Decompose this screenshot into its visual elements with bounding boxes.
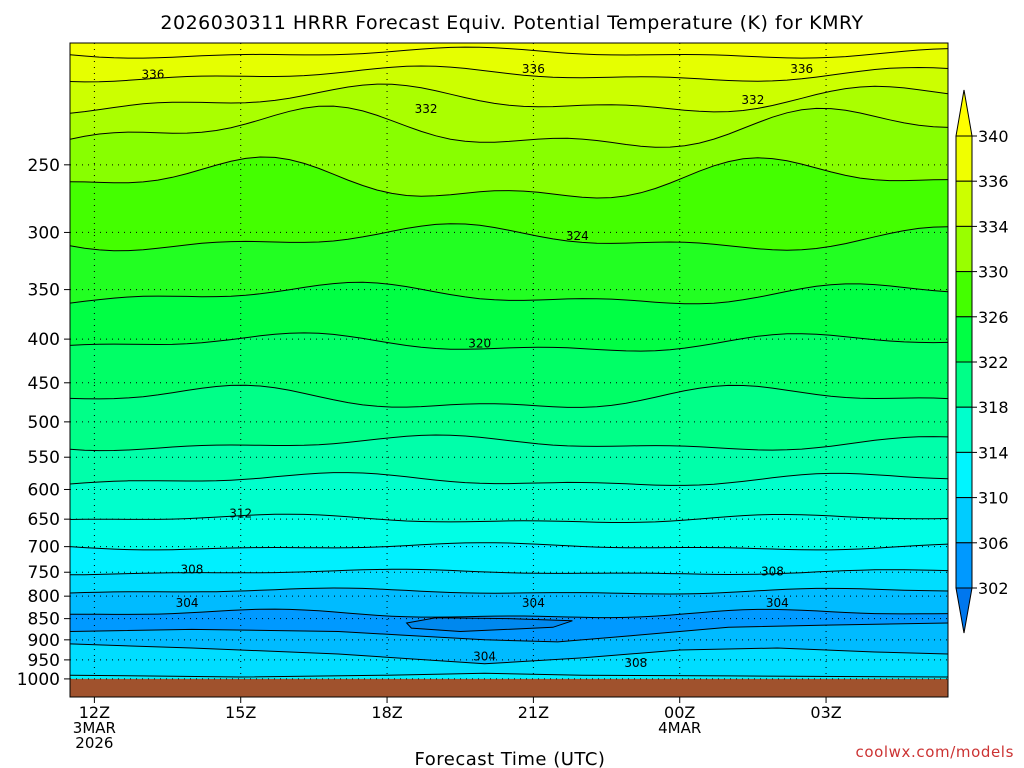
contour-label: 336 [790, 62, 813, 76]
contour-label: 320 [468, 337, 491, 351]
contour-blob-302 [405, 617, 573, 633]
contour-label: 304 [766, 596, 789, 610]
colorbar-label: 340 [978, 127, 1009, 146]
colorbar-segment [955, 406, 973, 453]
x-tick-label: 12Z [79, 703, 110, 722]
contour-labels: 336 336 336 332 332 324 320 312 308 308 304 304 304 3… [141, 62, 813, 670]
colorbar-label: 322 [978, 353, 1009, 372]
contour-label: 324 [566, 229, 589, 243]
colorbar-segment [955, 180, 973, 227]
contour-316 [70, 434, 948, 452]
contour-label: 336 [522, 62, 545, 76]
y-tick-label: 850 [28, 610, 60, 630]
contour-label: 308 [761, 565, 784, 579]
contour-label: 304 [522, 596, 545, 610]
y-tick-label: 1000 [17, 670, 60, 690]
colorbar-label: 314 [978, 443, 1009, 462]
x-tick-label: 3MAR [73, 719, 116, 737]
colorbar-label: 326 [978, 308, 1009, 327]
plot-area [70, 43, 948, 697]
contour-label: 332 [741, 93, 764, 107]
colorbar-segment [955, 316, 973, 363]
x-tick-label: 21Z [518, 703, 549, 722]
colorbar-label: 318 [978, 398, 1009, 417]
contour-label: 332 [415, 102, 438, 116]
colorbar-label: 306 [978, 534, 1009, 553]
colorbar-label: 334 [978, 217, 1009, 236]
chart-title: 2026030311 HRRR Forecast Equiv. Potentia… [160, 12, 863, 34]
contour-318 [70, 384, 948, 408]
contour-308 [70, 568, 948, 576]
contour-lines [70, 46, 948, 678]
x-tick-label: 00Z [664, 703, 695, 722]
y-tick-label: 250 [28, 156, 60, 176]
contour-label: 308 [180, 563, 203, 577]
y-tick-label: 550 [28, 448, 60, 468]
x-tick-label: 03Z [810, 703, 841, 722]
contour-lower-306 [70, 622, 948, 643]
colorbar-segment [955, 497, 973, 544]
x-tick-label: 4MAR [658, 719, 701, 737]
x-tick-label: 18Z [371, 703, 402, 722]
colorbar-label: 330 [978, 263, 1009, 282]
colorbar-segment [955, 542, 973, 589]
contour-334 [70, 83, 948, 114]
contour-306 [70, 587, 948, 595]
contour-328 [70, 156, 948, 199]
contour-332 [70, 105, 948, 148]
contour-label: 304 [176, 596, 199, 610]
y-tick-label: 400 [28, 330, 60, 350]
contour-label: 308 [624, 656, 647, 670]
colorbar-segment [955, 361, 973, 408]
watermark: coolwx.com/models [856, 743, 1015, 761]
contour-310 [70, 542, 948, 551]
colorbar-segment [955, 225, 973, 273]
contour-324 [70, 223, 948, 252]
x-tick-label: 15Z [225, 703, 256, 722]
y-tick-label: 650 [28, 510, 60, 530]
colorbar-label: 336 [978, 172, 1009, 191]
y-tick-label: 900 [28, 631, 60, 651]
axes: 2503003504004505005506006507007508008509… [17, 42, 949, 752]
contour-314 [70, 472, 948, 486]
y-tick-label: 600 [28, 480, 60, 500]
contour-lower-310 [70, 672, 948, 678]
x-tick-label: 2026 [75, 734, 113, 752]
contour-322 [70, 281, 948, 305]
y-tick-label: 500 [28, 413, 60, 433]
colorbar-label: 302 [978, 579, 1009, 598]
gridlines [70, 43, 948, 680]
y-tick-label: 750 [28, 563, 60, 583]
colorbar-segment [955, 271, 973, 318]
colorbar-segment [955, 135, 973, 182]
y-tick-label: 800 [28, 587, 60, 607]
contour-336 [70, 65, 948, 83]
ground-fill [70, 678, 948, 697]
contour-label: 336 [141, 68, 164, 82]
y-tick-label: 300 [28, 223, 60, 243]
colorbar: 340 336 334 330 326 322 318 314 310 306 302 [955, 89, 1009, 634]
contour-312 [70, 513, 948, 523]
colorbar-top-arrow [955, 89, 973, 137]
contour-338 [70, 46, 948, 59]
colorbar-label: 310 [978, 489, 1009, 508]
contour-320 [70, 332, 948, 352]
y-tick-label: 950 [28, 651, 60, 671]
y-tick-label: 350 [28, 281, 60, 301]
colorbar-segment [955, 451, 973, 499]
y-tick-label: 450 [28, 374, 60, 394]
contour-304 [70, 608, 948, 619]
contour-label: 304 [473, 650, 496, 664]
x-axis-title: Forecast Time (UTC) [415, 749, 606, 768]
y-tick-label: 700 [28, 538, 60, 558]
colorbar-bottom-arrow [955, 587, 973, 634]
contour-label: 312 [229, 506, 252, 520]
plot-frame [69, 42, 949, 698]
